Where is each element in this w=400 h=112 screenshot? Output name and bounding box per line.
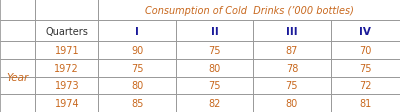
Bar bbox=[98, 94, 176, 112]
Bar bbox=[35, 59, 98, 77]
Bar bbox=[330, 42, 400, 59]
Bar bbox=[35, 94, 98, 112]
Bar bbox=[0, 94, 35, 112]
Text: Consumption of Cold  Drinks (’000 bottles): Consumption of Cold Drinks (’000 bottles… bbox=[145, 6, 354, 16]
Text: 80: 80 bbox=[208, 63, 221, 73]
Text: 75: 75 bbox=[208, 46, 221, 56]
Bar bbox=[0, 59, 35, 77]
Text: 82: 82 bbox=[208, 98, 221, 108]
Bar bbox=[98, 0, 400, 21]
Bar bbox=[0, 0, 35, 21]
Text: IV: IV bbox=[359, 27, 371, 37]
Text: 1973: 1973 bbox=[54, 81, 79, 91]
Bar bbox=[35, 42, 98, 59]
Bar bbox=[98, 21, 176, 42]
Text: 80: 80 bbox=[286, 98, 298, 108]
Text: 1974: 1974 bbox=[54, 98, 79, 108]
Text: I: I bbox=[135, 27, 139, 37]
Bar bbox=[35, 21, 98, 42]
Bar bbox=[330, 21, 400, 42]
Bar bbox=[253, 59, 330, 77]
Bar bbox=[253, 94, 330, 112]
Text: 70: 70 bbox=[359, 46, 372, 56]
Bar bbox=[176, 42, 253, 59]
Bar bbox=[0, 21, 35, 42]
Bar bbox=[253, 42, 330, 59]
Text: III: III bbox=[286, 27, 298, 37]
Bar bbox=[98, 77, 176, 94]
Text: 87: 87 bbox=[286, 46, 298, 56]
Bar bbox=[176, 21, 253, 42]
Bar bbox=[330, 59, 400, 77]
Bar bbox=[35, 0, 98, 21]
Text: 90: 90 bbox=[131, 46, 143, 56]
Text: 75: 75 bbox=[131, 63, 144, 73]
Bar bbox=[0, 77, 35, 94]
Text: 85: 85 bbox=[131, 98, 143, 108]
Text: Year: Year bbox=[6, 72, 29, 82]
Bar bbox=[176, 59, 253, 77]
Bar bbox=[98, 59, 176, 77]
Text: 1971: 1971 bbox=[54, 46, 79, 56]
Text: II: II bbox=[211, 27, 218, 37]
Bar bbox=[98, 42, 176, 59]
Text: 81: 81 bbox=[359, 98, 372, 108]
Text: 75: 75 bbox=[286, 81, 298, 91]
Bar bbox=[330, 77, 400, 94]
Text: 80: 80 bbox=[131, 81, 143, 91]
Text: 72: 72 bbox=[359, 81, 372, 91]
Text: 75: 75 bbox=[359, 63, 372, 73]
Bar bbox=[176, 94, 253, 112]
Bar bbox=[35, 77, 98, 94]
Bar bbox=[253, 77, 330, 94]
Text: 75: 75 bbox=[208, 81, 221, 91]
Text: Quarters: Quarters bbox=[45, 27, 88, 37]
Bar bbox=[176, 77, 253, 94]
Text: 78: 78 bbox=[286, 63, 298, 73]
Bar bbox=[330, 94, 400, 112]
Bar bbox=[0, 42, 35, 59]
Bar bbox=[253, 21, 330, 42]
Text: 1972: 1972 bbox=[54, 63, 79, 73]
